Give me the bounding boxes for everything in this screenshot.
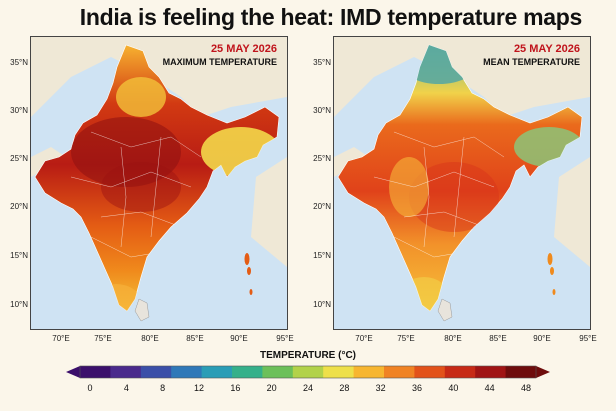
latitude-label: 30°N (10, 106, 28, 115)
neighbour-land-east (554, 157, 590, 267)
colorbar-segment (80, 366, 111, 378)
longitude-label: 70°E (52, 334, 70, 343)
latitude-label: 20°N (10, 202, 28, 211)
andaman-islands (244, 253, 253, 295)
andaman-islands (547, 253, 556, 295)
colorbar-segment (444, 366, 476, 378)
colorbar (66, 365, 550, 379)
longitude-label: 90°E (533, 334, 551, 343)
latitude-label: 35°N (313, 58, 331, 67)
colorbar-min-arrow (66, 366, 80, 378)
map-date: 25 MAY 2026 (513, 43, 580, 55)
latitude-label: 25°N (313, 154, 331, 163)
colorbar-segment (505, 366, 537, 378)
colorbar-tick-label: 12 (193, 383, 204, 393)
colorbar-tick-label: 0 (87, 383, 93, 393)
latitude-label: 35°N (10, 58, 28, 67)
map-title: MEAN TEMPERATURE (483, 57, 580, 67)
longitude-label: 85°E (186, 334, 204, 343)
colorbar-tick-label: 24 (302, 383, 313, 393)
colorbar-tick-label: 40 (448, 383, 459, 393)
colorbar-tick-label: 36 (411, 383, 422, 393)
colorbar-segment (140, 366, 172, 378)
colorbar-tick-label: 48 (520, 383, 531, 393)
colorbar-tick-label: 44 (484, 383, 495, 393)
map-title: MAXIMUM TEMPERATURE (162, 57, 277, 67)
colorbar-tick-label: 4 (123, 383, 129, 393)
longitude-label: 85°E (489, 334, 507, 343)
latitude-label: 15°N (10, 251, 28, 260)
colorbar-segment (171, 366, 203, 378)
colorbar-segment (475, 366, 507, 378)
colorbar-segment (110, 366, 142, 378)
colorbar-segment (323, 366, 355, 378)
longitude-label: 70°E (355, 334, 373, 343)
colorbar-max-arrow (536, 366, 550, 378)
latitude-label: 10°N (10, 300, 28, 309)
mean-temperature-map: 25 MAY 2026 MEAN TEMPERATURE (333, 36, 591, 330)
longitude-label: 80°E (141, 334, 159, 343)
colorbar-segment (384, 366, 415, 378)
map-date: 25 MAY 2026 (210, 43, 277, 55)
longitude-label: 90°E (230, 334, 248, 343)
max-temperature-map: 25 MAY 2026 MAXIMUM TEMPERATURE (30, 36, 288, 330)
colorbar-title: TEMPERATURE (°C) (259, 350, 357, 361)
sri-lanka (134, 298, 150, 322)
colorbar-tick-label: 28 (339, 383, 350, 393)
latitude-label: 25°N (10, 154, 28, 163)
latitude-label: 20°N (313, 202, 331, 211)
colorbar-segment (353, 366, 385, 378)
longitude-label: 75°E (397, 334, 415, 343)
latitude-label: 30°N (313, 106, 331, 115)
colorbar-segment (201, 366, 233, 378)
colorbar-tick-label: 32 (375, 383, 386, 393)
longitude-label: 95°E (276, 334, 294, 343)
colorbar-segment (414, 366, 446, 378)
neighbour-land-east (251, 157, 287, 267)
page-title: India is feeling the heat: IMD temperatu… (79, 4, 583, 30)
colorbar-segment (262, 366, 294, 378)
longitude-label: 80°E (444, 334, 462, 343)
colorbar-tick-label: 20 (266, 383, 277, 393)
longitude-label: 75°E (94, 334, 112, 343)
longitude-label: 95°E (579, 334, 597, 343)
latitude-label: 15°N (313, 251, 331, 260)
latitude-label: 10°N (313, 300, 331, 309)
colorbar-segment (232, 366, 263, 378)
colorbar-tick-label: 16 (230, 383, 241, 393)
colorbar-tick-label: 8 (160, 383, 166, 393)
colorbar-segment (292, 366, 324, 378)
sri-lanka (437, 298, 453, 322)
